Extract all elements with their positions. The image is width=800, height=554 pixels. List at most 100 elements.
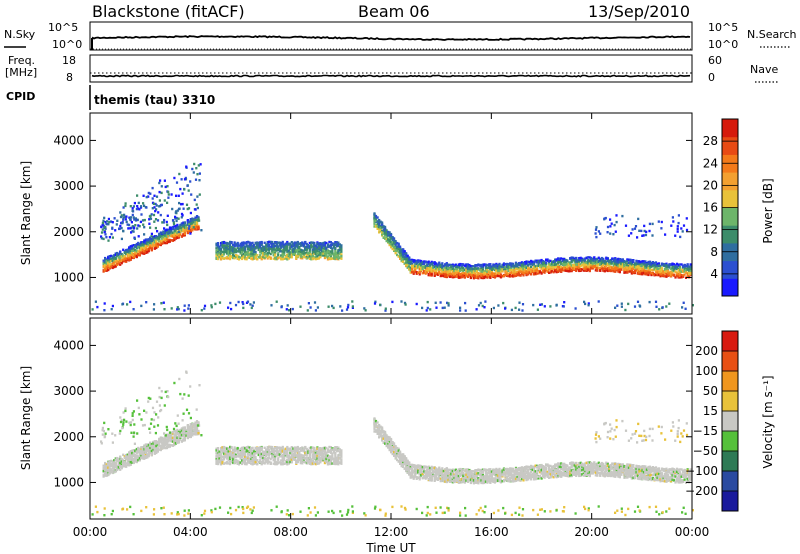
power-cell	[275, 242, 278, 246]
power-cell	[657, 267, 661, 270]
nsky-label: N.Sky	[4, 28, 36, 41]
power-cell	[319, 246, 322, 249]
power-cell	[557, 260, 560, 263]
power-cell	[403, 253, 406, 256]
power-cell	[161, 240, 164, 243]
power-cell	[316, 242, 319, 245]
power-cell	[603, 217, 606, 220]
power-cell	[128, 248, 131, 251]
power-cell	[341, 309, 344, 312]
power-cell	[615, 220, 618, 224]
power-cell	[570, 264, 573, 267]
power-cell	[681, 306, 684, 309]
power-cell	[260, 257, 263, 261]
power-cell	[265, 247, 268, 250]
power-cell	[161, 221, 164, 224]
power-cell	[331, 304, 334, 308]
power-cell	[418, 266, 421, 270]
power-cell	[262, 255, 265, 258]
power-cell	[132, 249, 135, 252]
power-cell	[516, 272, 519, 276]
power-cell	[411, 267, 414, 271]
power-cell	[508, 268, 512, 271]
power-cell	[572, 259, 575, 262]
power-cell	[221, 250, 224, 254]
power-cell	[251, 257, 254, 260]
power-cell	[573, 265, 576, 268]
power-cell	[167, 228, 170, 232]
power-cell	[108, 263, 111, 266]
power-cell	[221, 241, 224, 244]
power-cell	[669, 274, 673, 278]
power-cell	[439, 301, 442, 304]
power-cell	[469, 276, 472, 280]
power-cell	[113, 257, 116, 260]
power-cell	[453, 268, 456, 271]
power-cell	[165, 240, 168, 244]
power-cell	[174, 234, 177, 237]
power-cell	[432, 269, 435, 273]
power-cell	[636, 260, 639, 263]
power-cell	[180, 228, 183, 232]
power-cell	[262, 256, 265, 260]
power-cell	[307, 244, 310, 247]
power-cell	[134, 252, 137, 255]
power-cell	[558, 269, 561, 272]
power-cell	[319, 251, 322, 254]
power-cell	[181, 192, 184, 195]
power-cell	[286, 240, 289, 244]
power-cell	[170, 227, 173, 231]
power-cell	[679, 269, 682, 272]
power-cell	[253, 248, 256, 251]
power-cell	[391, 236, 394, 239]
power-cell	[676, 230, 679, 233]
power-cell	[143, 204, 146, 207]
power-cell	[105, 260, 108, 263]
power-cell	[191, 227, 194, 230]
power-cell	[662, 262, 665, 266]
power-cell	[475, 274, 478, 277]
power-cell	[236, 257, 239, 260]
power-cell	[514, 265, 518, 269]
power-cell	[329, 250, 332, 253]
power-cell	[158, 239, 161, 243]
power-cell	[427, 260, 430, 263]
power-cell	[317, 253, 320, 257]
power-cell	[399, 252, 402, 255]
power-cell	[644, 265, 647, 268]
power-cell	[299, 243, 302, 246]
power-cell	[105, 223, 108, 226]
power-cell	[104, 266, 107, 269]
power-cell	[561, 257, 564, 261]
power-cell	[103, 302, 106, 305]
power-cell	[153, 239, 156, 242]
power-cell	[665, 263, 668, 267]
power-cell	[505, 267, 509, 270]
power-cell	[504, 307, 507, 310]
power-cell	[117, 256, 120, 259]
power-cell	[642, 271, 645, 275]
power-cell	[230, 241, 233, 244]
power-cell	[640, 229, 643, 233]
power-cell	[429, 264, 432, 267]
power-cell	[105, 268, 108, 271]
power-cell	[311, 254, 314, 258]
power-cell	[313, 250, 316, 254]
power-cell	[192, 218, 195, 221]
power-cell	[216, 257, 220, 261]
power-cell	[464, 309, 467, 312]
power-cell	[219, 256, 223, 259]
power-cell	[141, 219, 145, 222]
power-cell	[451, 276, 454, 279]
power-cell	[239, 256, 242, 259]
power-cell	[218, 252, 221, 255]
power-cell	[468, 267, 471, 270]
power-cell	[152, 241, 155, 244]
power-cell	[563, 262, 566, 265]
power-cell	[615, 269, 618, 272]
power-cell	[329, 243, 332, 247]
power-cell	[390, 245, 393, 249]
power-cell	[125, 260, 128, 263]
power-cell	[126, 303, 129, 306]
power-cell	[453, 264, 456, 268]
